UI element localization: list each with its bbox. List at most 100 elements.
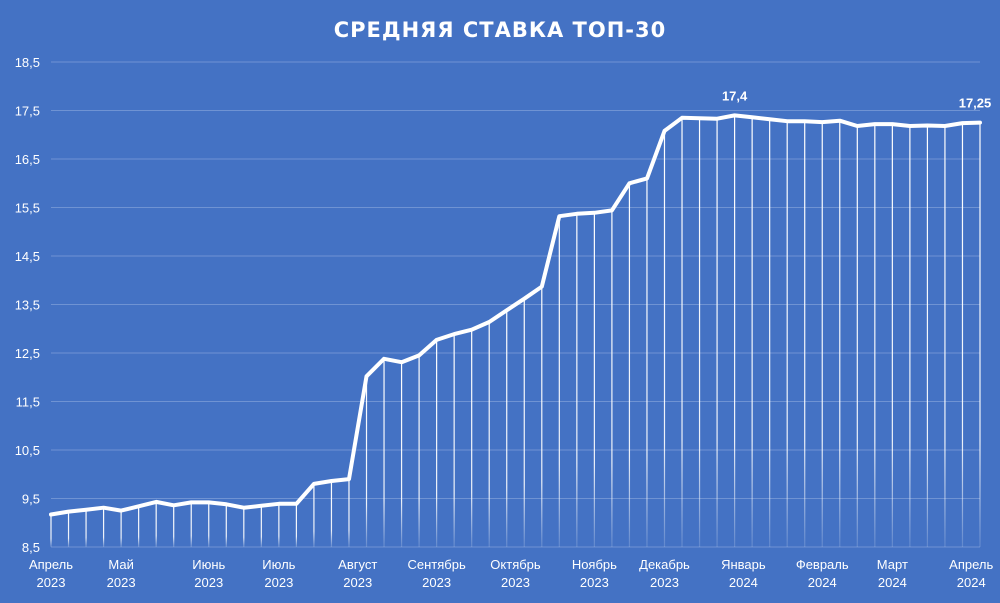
x-tick-year: 2023: [501, 575, 530, 590]
drop-line: [769, 119, 771, 547]
drop-line: [400, 362, 403, 547]
x-tick-year: 2023: [264, 575, 293, 590]
x-axis: Апрель 2023 Май 2023 Июнь 2023 Июль 2023 Август 2…: [29, 557, 994, 590]
drop-line: [734, 115, 736, 547]
drop-line: [804, 121, 806, 548]
drop-line: [751, 117, 753, 547]
drop-line: [541, 286, 543, 547]
y-tick-label: 13,5: [15, 298, 40, 313]
drop-line: [611, 210, 613, 547]
data-label: 17,4: [722, 88, 748, 103]
drop-line: [138, 506, 140, 547]
drop-line: [67, 511, 70, 547]
drop-line: [120, 510, 122, 547]
drop-line: [558, 216, 560, 548]
x-tick-year: 2023: [422, 575, 451, 590]
series: [49, 113, 982, 517]
drop-line: [173, 505, 175, 547]
drop-line: [506, 310, 508, 547]
drop-line: [225, 504, 227, 547]
drop-line: [681, 117, 683, 548]
x-tick-year: 2023: [343, 575, 372, 590]
drop-line: [926, 125, 929, 547]
chart-title: СРЕДНЯЯ СТАВКА ТОП-30: [334, 18, 667, 42]
y-tick-label: 10,5: [15, 443, 40, 458]
x-tick-month: Июль: [262, 557, 295, 572]
x-tick-month: Декабрь: [639, 557, 690, 572]
x-tick-month: Май: [108, 557, 133, 572]
drop-line: [856, 126, 858, 548]
drop-line: [436, 339, 438, 547]
drop-line: [418, 355, 420, 547]
x-tick-year: 2023: [107, 575, 136, 590]
x-tick-year: 2023: [194, 575, 223, 590]
x-tick-month: Июнь: [192, 557, 225, 572]
drop-line: [909, 126, 911, 548]
x-tick-month: Ноябрь: [572, 557, 617, 572]
y-axis: 8,5 9,5 10,5 11,5 12,5 13,5 14,5 15,5 16,5 17,5 18…: [15, 55, 40, 555]
drop-line: [839, 120, 841, 547]
drop-line: [208, 502, 210, 547]
y-tick-label: 9,5: [22, 492, 40, 507]
x-tick-month: Март: [877, 557, 908, 572]
drop-line: [523, 298, 525, 547]
x-tick-month: Апрель: [29, 557, 73, 572]
drop-line: [278, 503, 280, 547]
drop-line: [593, 212, 595, 547]
x-tick-year: 2024: [957, 575, 986, 590]
drop-line: [979, 122, 981, 547]
drop-line: [891, 124, 893, 547]
drop-line: [944, 126, 946, 548]
x-tick-month: Апрель: [949, 557, 993, 572]
y-tick-label: 17,5: [15, 104, 40, 119]
y-tick-label: 15,5: [15, 201, 40, 216]
drop-line: [155, 501, 157, 547]
drop-line: [628, 183, 631, 547]
y-tick-label: 8,5: [22, 540, 40, 555]
drop-line: [85, 509, 87, 547]
y-tick-label: 11,5: [16, 395, 40, 410]
drop-line: [260, 505, 262, 547]
drop-line: [716, 118, 718, 548]
x-tick-month: Январь: [721, 557, 766, 572]
x-tick-month: Сентябрь: [407, 557, 465, 572]
drop-line: [50, 514, 52, 547]
drop-line: [471, 329, 473, 547]
drop-line: [295, 503, 297, 547]
drop-line: [874, 124, 876, 547]
drop-line: [190, 502, 192, 547]
y-tick-label: 14,5: [15, 249, 40, 264]
x-tick-year: 2023: [650, 575, 679, 590]
drop-line: [102, 507, 105, 547]
x-tick-year: 2024: [808, 575, 837, 590]
drop-line: [698, 118, 701, 547]
drop-lines: [50, 115, 981, 548]
drop-line: [365, 376, 368, 547]
y-tick-label: 12,5: [15, 346, 40, 361]
x-tick-year: 2024: [878, 575, 907, 590]
drop-line: [348, 479, 350, 547]
drop-line: [786, 121, 788, 548]
drop-line: [488, 321, 490, 547]
drop-line: [663, 130, 666, 547]
x-tick-month: Август: [338, 557, 377, 572]
drop-line: [453, 334, 455, 547]
drop-line: [313, 483, 315, 547]
series-line: [49, 113, 982, 517]
drop-line: [383, 358, 385, 547]
x-tick-year: 2023: [580, 575, 609, 590]
drop-line: [243, 507, 245, 547]
drop-line: [821, 122, 823, 547]
x-tick-year: 2023: [37, 575, 66, 590]
drop-line: [646, 178, 648, 547]
data-labels: 17,4 17,25: [722, 88, 991, 110]
data-label: 17,25: [959, 96, 992, 111]
drop-line: [330, 481, 333, 547]
x-tick-year: 2024: [729, 575, 758, 590]
drop-line: [961, 123, 964, 548]
y-tick-label: 18,5: [15, 55, 40, 70]
drop-line: [576, 213, 578, 547]
x-tick-month: Октябрь: [490, 557, 541, 572]
